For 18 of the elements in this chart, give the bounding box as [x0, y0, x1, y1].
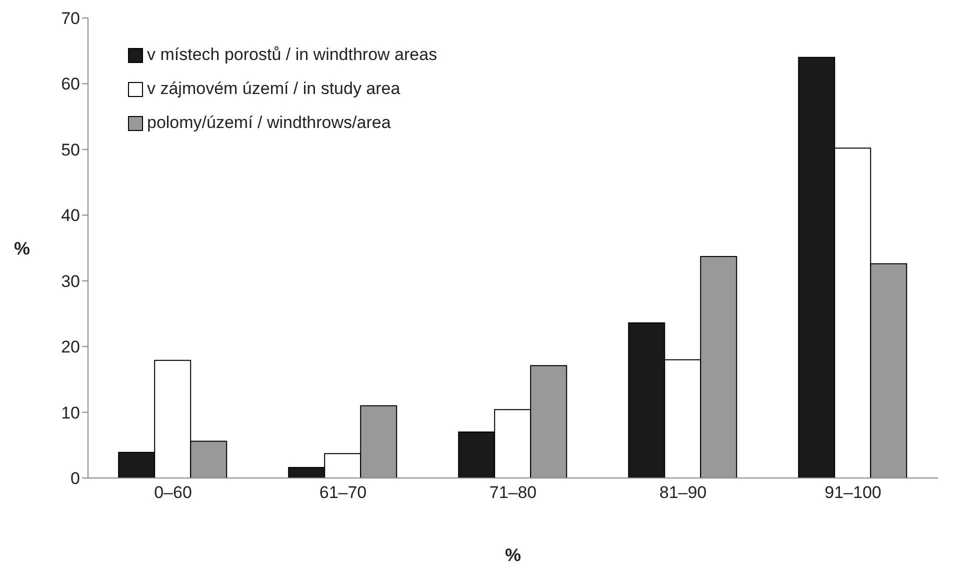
- y-tick-label: 10: [61, 403, 80, 422]
- x-tick-label: 81–90: [659, 483, 707, 502]
- x-tick-label: 61–70: [319, 483, 367, 502]
- x-tick-label: 0–60: [154, 483, 192, 502]
- y-tick-label: 70: [61, 9, 80, 28]
- legend-label: v zájmovém území / in study area: [147, 79, 400, 99]
- y-tick-label: 30: [61, 272, 80, 291]
- y-tick-label: 60: [61, 74, 80, 94]
- y-axis-title: %: [14, 238, 30, 258]
- y-tick-label: 20: [61, 338, 80, 357]
- y-tick-label: 40: [61, 206, 80, 226]
- legend-label: v místech porostů / in windthrow areas: [147, 45, 438, 65]
- x-tick-label: 71–80: [489, 483, 537, 502]
- x-axis-title: %: [504, 544, 522, 565]
- x-tick-label: 91–100: [824, 483, 882, 502]
- legend-label: polomy/území / windthrows/area: [147, 113, 391, 133]
- y-tick-label: 50: [61, 140, 80, 160]
- y-tick-label: 0: [70, 469, 80, 488]
